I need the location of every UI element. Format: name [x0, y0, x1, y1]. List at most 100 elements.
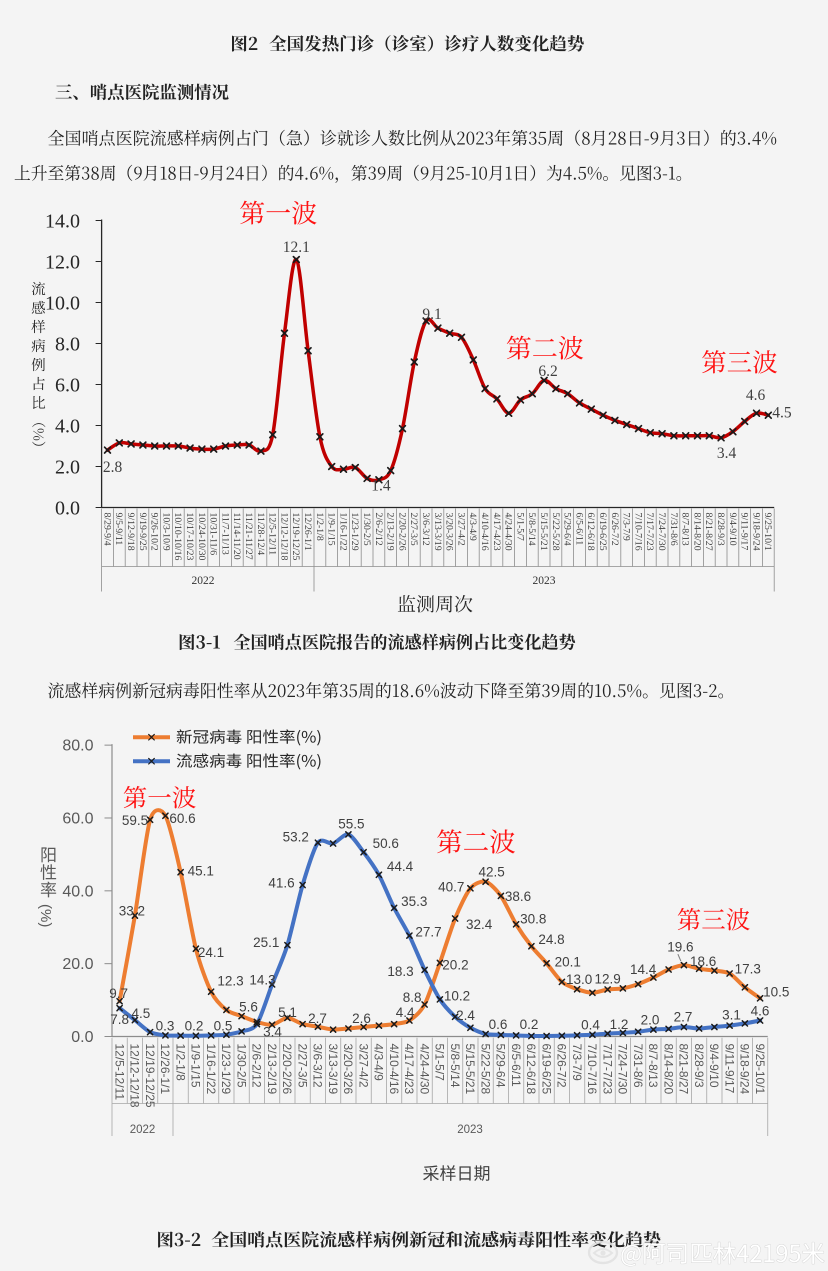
svg-text:11/7-11/13: 11/7-11/13: [219, 513, 230, 555]
svg-text:2/6-2/12: 2/6-2/12: [373, 513, 384, 546]
svg-text:2/6-2/12: 2/6-2/12: [250, 1044, 264, 1088]
svg-text:12/19-12/25: 12/19-12/25: [290, 513, 301, 561]
svg-text:0.0: 0.0: [55, 497, 80, 519]
svg-text:7/24-7/30: 7/24-7/30: [616, 1044, 630, 1095]
svg-text:4/17-4/23: 4/17-4/23: [491, 513, 502, 551]
svg-text:53.2: 53.2: [283, 830, 309, 845]
svg-text:50.6: 50.6: [373, 836, 399, 851]
svg-text:10/31-11/6: 10/31-11/6: [208, 513, 219, 556]
svg-text:5.1: 5.1: [278, 1005, 297, 1020]
svg-text:12.3: 12.3: [217, 974, 243, 989]
svg-text:1/16-1/22: 1/16-1/22: [337, 513, 348, 551]
svg-text:1/30-2/5: 1/30-2/5: [361, 513, 372, 546]
svg-text:3/27-4/2: 3/27-4/2: [356, 1044, 370, 1088]
svg-text:32.4: 32.4: [466, 917, 493, 932]
svg-text:4/24-4/30: 4/24-4/30: [503, 513, 514, 551]
svg-text:11/28-12/4: 11/28-12/4: [255, 513, 266, 556]
svg-text:12/19-12/25: 12/19-12/25: [143, 1044, 157, 1108]
svg-text:0.0: 0.0: [71, 1029, 93, 1046]
svg-text:7/24-7/30: 7/24-7/30: [656, 513, 667, 551]
svg-text:24.8: 24.8: [538, 932, 564, 947]
svg-text:8.8: 8.8: [403, 990, 422, 1005]
svg-text:3.4: 3.4: [717, 445, 737, 462]
svg-text:3/13-3/19: 3/13-3/19: [326, 1044, 340, 1095]
svg-text:2/13-2/19: 2/13-2/19: [385, 513, 396, 551]
svg-text:4/10-4/16: 4/10-4/16: [387, 1044, 401, 1095]
svg-text:2/13-2/19: 2/13-2/19: [265, 1044, 279, 1095]
svg-text:14.0: 14.0: [45, 210, 80, 232]
svg-text:9/25-10/1: 9/25-10/1: [762, 513, 773, 551]
svg-text:12/5-12/11: 12/5-12/11: [267, 513, 278, 556]
svg-text:7/3-7/9: 7/3-7/9: [621, 513, 632, 541]
svg-text:19.6: 19.6: [667, 940, 693, 955]
svg-text:6/12-6/18: 6/12-6/18: [585, 513, 596, 551]
svg-text:1/2-1/8: 1/2-1/8: [173, 1044, 187, 1082]
svg-text:8/28-9/3: 8/28-9/3: [715, 513, 726, 546]
svg-text:12/12-12/18: 12/12-12/18: [128, 1044, 142, 1108]
svg-text:6/19-6/25: 6/19-6/25: [597, 513, 608, 551]
svg-text:20.2: 20.2: [442, 958, 468, 973]
svg-text:4/3-4/9: 4/3-4/9: [372, 1044, 386, 1082]
svg-text:2023: 2023: [457, 1124, 483, 1136]
svg-text:3.1: 3.1: [722, 1008, 741, 1023]
svg-text:1/9-1/15: 1/9-1/15: [326, 513, 337, 546]
svg-text:10.2: 10.2: [444, 988, 470, 1003]
svg-text:3/6-3/12: 3/6-3/12: [420, 513, 431, 546]
svg-text:14.4: 14.4: [630, 962, 657, 977]
svg-text:5/29-6/4: 5/29-6/4: [562, 513, 573, 546]
svg-text:12.1: 12.1: [283, 239, 310, 256]
svg-text:18.3: 18.3: [387, 964, 413, 979]
svg-text:(%): (%): [37, 904, 54, 927]
svg-text:6/5-6/11: 6/5-6/11: [573, 513, 584, 546]
svg-text:12.9: 12.9: [594, 972, 620, 987]
svg-text:10.5: 10.5: [763, 984, 789, 999]
svg-text:2022: 2022: [130, 1124, 156, 1136]
svg-text:13.0: 13.0: [566, 972, 592, 987]
svg-text:5/8-5/14: 5/8-5/14: [448, 1044, 462, 1088]
svg-text:12.0: 12.0: [45, 251, 80, 273]
svg-text:9/18-9/24: 9/18-9/24: [738, 1044, 752, 1095]
svg-text:10/24-10/30: 10/24-10/30: [196, 513, 207, 561]
svg-text:9/4-9/10: 9/4-9/10: [727, 513, 738, 546]
svg-text:33.2: 33.2: [119, 904, 145, 919]
svg-text:8.0: 8.0: [55, 333, 80, 355]
svg-text:4.6: 4.6: [751, 1004, 770, 1019]
svg-text:2/20-2/26: 2/20-2/26: [280, 1044, 294, 1095]
svg-text:5/8-5/14: 5/8-5/14: [526, 513, 537, 546]
svg-text:9/12-9/18: 9/12-9/18: [125, 513, 136, 551]
svg-text:8/14-8/20: 8/14-8/20: [691, 513, 702, 551]
svg-text:2/27-3/5: 2/27-3/5: [408, 513, 419, 546]
svg-text:20.0: 20.0: [62, 956, 93, 973]
svg-text:5/22-5/28: 5/22-5/28: [478, 1044, 492, 1095]
svg-text:5/22-5/28: 5/22-5/28: [550, 513, 561, 551]
svg-text:9/19-9/25: 9/19-9/25: [137, 513, 148, 551]
svg-text:7/10-7/16: 7/10-7/16: [585, 1044, 599, 1095]
svg-text:8/29-9/4: 8/29-9/4: [101, 513, 112, 546]
svg-text:0.5: 0.5: [214, 1019, 233, 1034]
svg-text:3.4: 3.4: [263, 1025, 282, 1040]
svg-text:40.0: 40.0: [62, 883, 93, 900]
svg-text:8/7-8/13: 8/7-8/13: [680, 513, 691, 546]
svg-text:7/10-7/16: 7/10-7/16: [632, 513, 643, 551]
svg-text:41.6: 41.6: [268, 875, 294, 890]
svg-text:7/31-8/6: 7/31-8/6: [668, 513, 679, 546]
svg-text:0.3: 0.3: [156, 1019, 175, 1034]
svg-text:12/5-12/11: 12/5-12/11: [112, 1044, 126, 1101]
svg-text:11/14-11/20: 11/14-11/20: [231, 513, 242, 560]
svg-text:9/11-9/17: 9/11-9/17: [739, 513, 750, 551]
svg-text:3/20-3/26: 3/20-3/26: [341, 1044, 355, 1095]
svg-text:4.5: 4.5: [131, 1006, 150, 1021]
svg-text:8/7-8/13: 8/7-8/13: [646, 1044, 660, 1088]
svg-text:7/17-7/23: 7/17-7/23: [644, 513, 655, 551]
svg-text:10/3-10/9: 10/3-10/9: [160, 513, 171, 551]
svg-text:2/27-3/5: 2/27-3/5: [295, 1044, 309, 1088]
svg-text:4/17-4/23: 4/17-4/23: [402, 1044, 416, 1095]
svg-text:2023: 2023: [533, 575, 556, 587]
svg-text:24.1: 24.1: [198, 945, 224, 960]
svg-text:5/1-5/7: 5/1-5/7: [433, 1044, 447, 1082]
svg-text:30.8: 30.8: [520, 911, 546, 926]
svg-text:1/30-2/5: 1/30-2/5: [234, 1044, 248, 1088]
svg-text:4/10-4/16: 4/10-4/16: [479, 513, 490, 551]
svg-text:6.2: 6.2: [538, 363, 557, 380]
svg-text:10/17-10/23: 10/17-10/23: [184, 513, 195, 561]
